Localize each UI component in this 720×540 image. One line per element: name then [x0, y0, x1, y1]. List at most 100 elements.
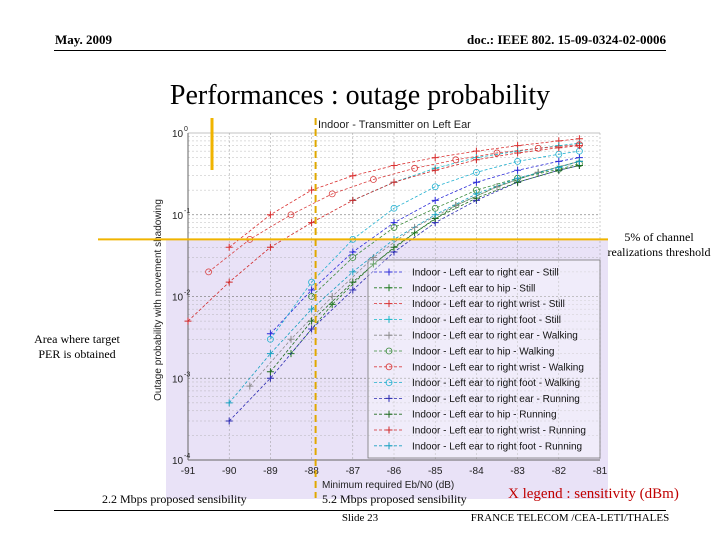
x-tick-label: -83: [510, 466, 525, 477]
x-tick-label: -81: [593, 466, 608, 477]
series-line: [270, 150, 580, 340]
data-point: [385, 379, 393, 387]
data-point: [472, 168, 480, 176]
data-point: [493, 149, 501, 157]
sensibility-5-2-label: 5.2 Mbps proposed sensibility: [322, 492, 467, 506]
data-point: [349, 278, 357, 286]
header-doc-id: doc.: IEEE 802. 15-09-0324-02-0006: [467, 32, 666, 47]
legend-entry: Indoor - Left ear to right ear - Still: [374, 268, 559, 279]
data-point: [328, 293, 336, 300]
data-point: [287, 211, 295, 219]
data-point: [184, 317, 192, 325]
y-tick-label: 10: [172, 374, 184, 385]
data-point: [369, 260, 377, 268]
data-point: [385, 394, 393, 402]
data-point: [349, 254, 357, 261]
data-point: [328, 190, 336, 198]
data-point: [385, 268, 393, 276]
data-point: [308, 305, 316, 313]
x-tick-label: -91: [181, 466, 196, 477]
data-point: [555, 163, 563, 171]
legend-entry: Indoor - Left ear to right wrist - Walki…: [374, 362, 584, 373]
data-point: [452, 156, 460, 164]
data-point: [431, 166, 439, 174]
legend-entry: Indoor - Left ear to right wrist - Runni…: [374, 426, 586, 437]
legend-label: Indoor - Left ear to hip - Walking: [412, 347, 554, 358]
data-point: [385, 426, 393, 434]
series-3: [225, 135, 583, 251]
data-point: [328, 300, 336, 308]
x-tick-label: -90: [222, 466, 237, 477]
threshold-note-line-1: 5% of channel: [624, 230, 694, 244]
legend-label: Indoor - Left ear to right wrist - Runni…: [412, 426, 586, 437]
legend-label: Indoor - Left ear to right wrist - Walki…: [412, 362, 584, 373]
header-divider: [54, 50, 666, 51]
data-point: [431, 183, 439, 191]
series-lines: [184, 135, 583, 425]
data-point: [225, 399, 233, 407]
legend-label: Indoor - Left ear to right wrist - Still: [412, 299, 565, 310]
y-tick-exponent: -2: [184, 290, 190, 297]
data-point: [266, 211, 274, 219]
legend-label: Indoor - Left ear to right foot - Runnin…: [412, 441, 582, 452]
x-legend-note: X legend : sensitivity (dBm): [508, 486, 679, 502]
area-note: Area where target PER is obtained: [18, 332, 136, 362]
y-tick-exponent: -1: [184, 208, 190, 215]
legend-entry: Indoor - Left ear to hip - Running: [374, 410, 557, 421]
data-point: [287, 335, 295, 343]
data-point: [390, 204, 398, 212]
y-tick-label: 10: [172, 211, 184, 222]
threshold-note: 5% of channel realizations threshold: [598, 230, 720, 260]
legend-entry: Indoor - Left ear to hip - Still: [374, 283, 535, 294]
legend-entry: Indoor - Left ear to right ear - Walking: [374, 331, 578, 342]
data-point: [390, 243, 398, 251]
data-point: [431, 154, 439, 162]
data-point: [472, 147, 480, 155]
legend-entry: Indoor - Left ear to right wrist - Still: [374, 299, 565, 310]
legend-box: [367, 259, 601, 459]
legend-label: Indoor - Left ear to right ear - Still: [412, 268, 559, 279]
area-note-line-1: Area where target: [34, 332, 120, 346]
data-point: [472, 178, 480, 186]
data-point: [385, 363, 393, 371]
chart-legend: Indoor - Left ear to right ear - Still In…: [367, 259, 601, 459]
series-line: [228, 160, 580, 404]
data-point: [390, 219, 398, 227]
data-point: [369, 176, 377, 183]
y-tick-exponent: 0: [184, 126, 188, 133]
legend-label: Indoor - Left ear to right foot - Walkin…: [412, 378, 580, 389]
data-point: [308, 286, 316, 294]
x-tick-label: -86: [387, 466, 402, 477]
chart-title: Indoor - Transmitter on Left Ear: [318, 119, 471, 131]
data-point: [308, 278, 316, 286]
data-point: [349, 268, 357, 276]
threshold-note-line-2: realizations threshold: [607, 245, 711, 259]
legend-entry: Indoor - Left ear to hip - Walking: [374, 347, 554, 358]
y-tick-exponent: -4: [184, 453, 190, 460]
series-line: [311, 163, 580, 297]
footer-company: FRANCE TELECOM /CEA-LETI/THALES: [470, 512, 670, 524]
data-point: [266, 350, 274, 358]
data-point: [385, 315, 393, 323]
data-point: [349, 196, 357, 204]
x-tick-label: -85: [428, 466, 443, 477]
data-point: [225, 243, 233, 251]
data-point: [390, 162, 398, 170]
data-point: [472, 156, 480, 164]
legend-label: Indoor - Left ear to right ear - Running: [412, 394, 580, 405]
y-tick-label: 10: [172, 293, 184, 304]
x-tick-label: -84: [469, 466, 484, 477]
data-point: [411, 164, 419, 172]
data-point: [390, 178, 398, 186]
x-tick-label: -82: [552, 466, 567, 477]
data-point: [349, 286, 357, 294]
slide-title: Performances : outage probability: [169, 80, 551, 111]
x-tick-labels: -91 -90 -89 -88 -87 -86 -85 -84 -83 -82 -81: [181, 466, 608, 477]
data-point: [225, 278, 233, 286]
series-line: [228, 138, 580, 248]
sensibility-2-2-label: 2.2 Mbps proposed sensibility: [102, 492, 247, 506]
series-1: [266, 154, 583, 338]
data-point: [349, 172, 357, 180]
legend-label: Indoor - Left ear to right ear - Walking: [412, 331, 578, 342]
